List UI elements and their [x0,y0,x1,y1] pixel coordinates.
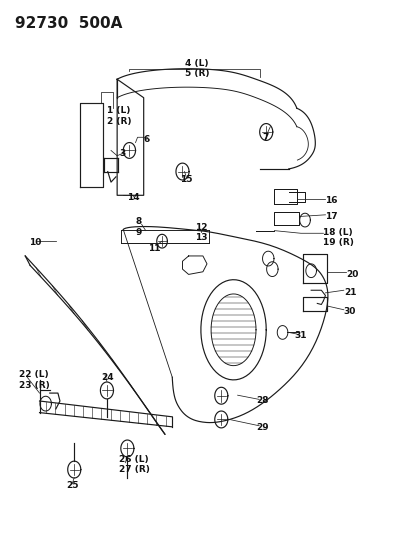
Text: 3: 3 [119,149,125,158]
Text: 21: 21 [343,288,356,297]
Text: 30: 30 [343,307,355,316]
Text: 26 (L)
27 (R): 26 (L) 27 (R) [119,455,150,474]
Text: 92730  500A: 92730 500A [15,16,122,31]
Text: 1 (L)
2 (R): 1 (L) 2 (R) [107,107,131,126]
Text: 25: 25 [66,481,78,490]
Text: 16: 16 [325,196,337,205]
Text: 11: 11 [147,244,160,253]
Text: 18 (L)
19 (R): 18 (L) 19 (R) [323,228,354,247]
Text: 4 (L)
5 (R): 4 (L) 5 (R) [184,59,209,78]
Text: 20: 20 [345,270,357,279]
Text: 14: 14 [127,193,140,203]
Text: 22 (L)
23 (R): 22 (L) 23 (R) [19,370,50,390]
Text: 12
13: 12 13 [194,222,207,242]
Text: 15: 15 [180,175,192,184]
Text: 28: 28 [255,397,268,406]
Text: 24: 24 [100,373,113,382]
Text: 7: 7 [261,133,268,142]
Text: 31: 31 [294,330,306,340]
Text: 17: 17 [325,212,337,221]
Text: 10: 10 [29,238,42,247]
Text: 8
9: 8 9 [135,217,142,237]
Text: 6: 6 [143,135,150,144]
Text: 29: 29 [255,423,268,432]
